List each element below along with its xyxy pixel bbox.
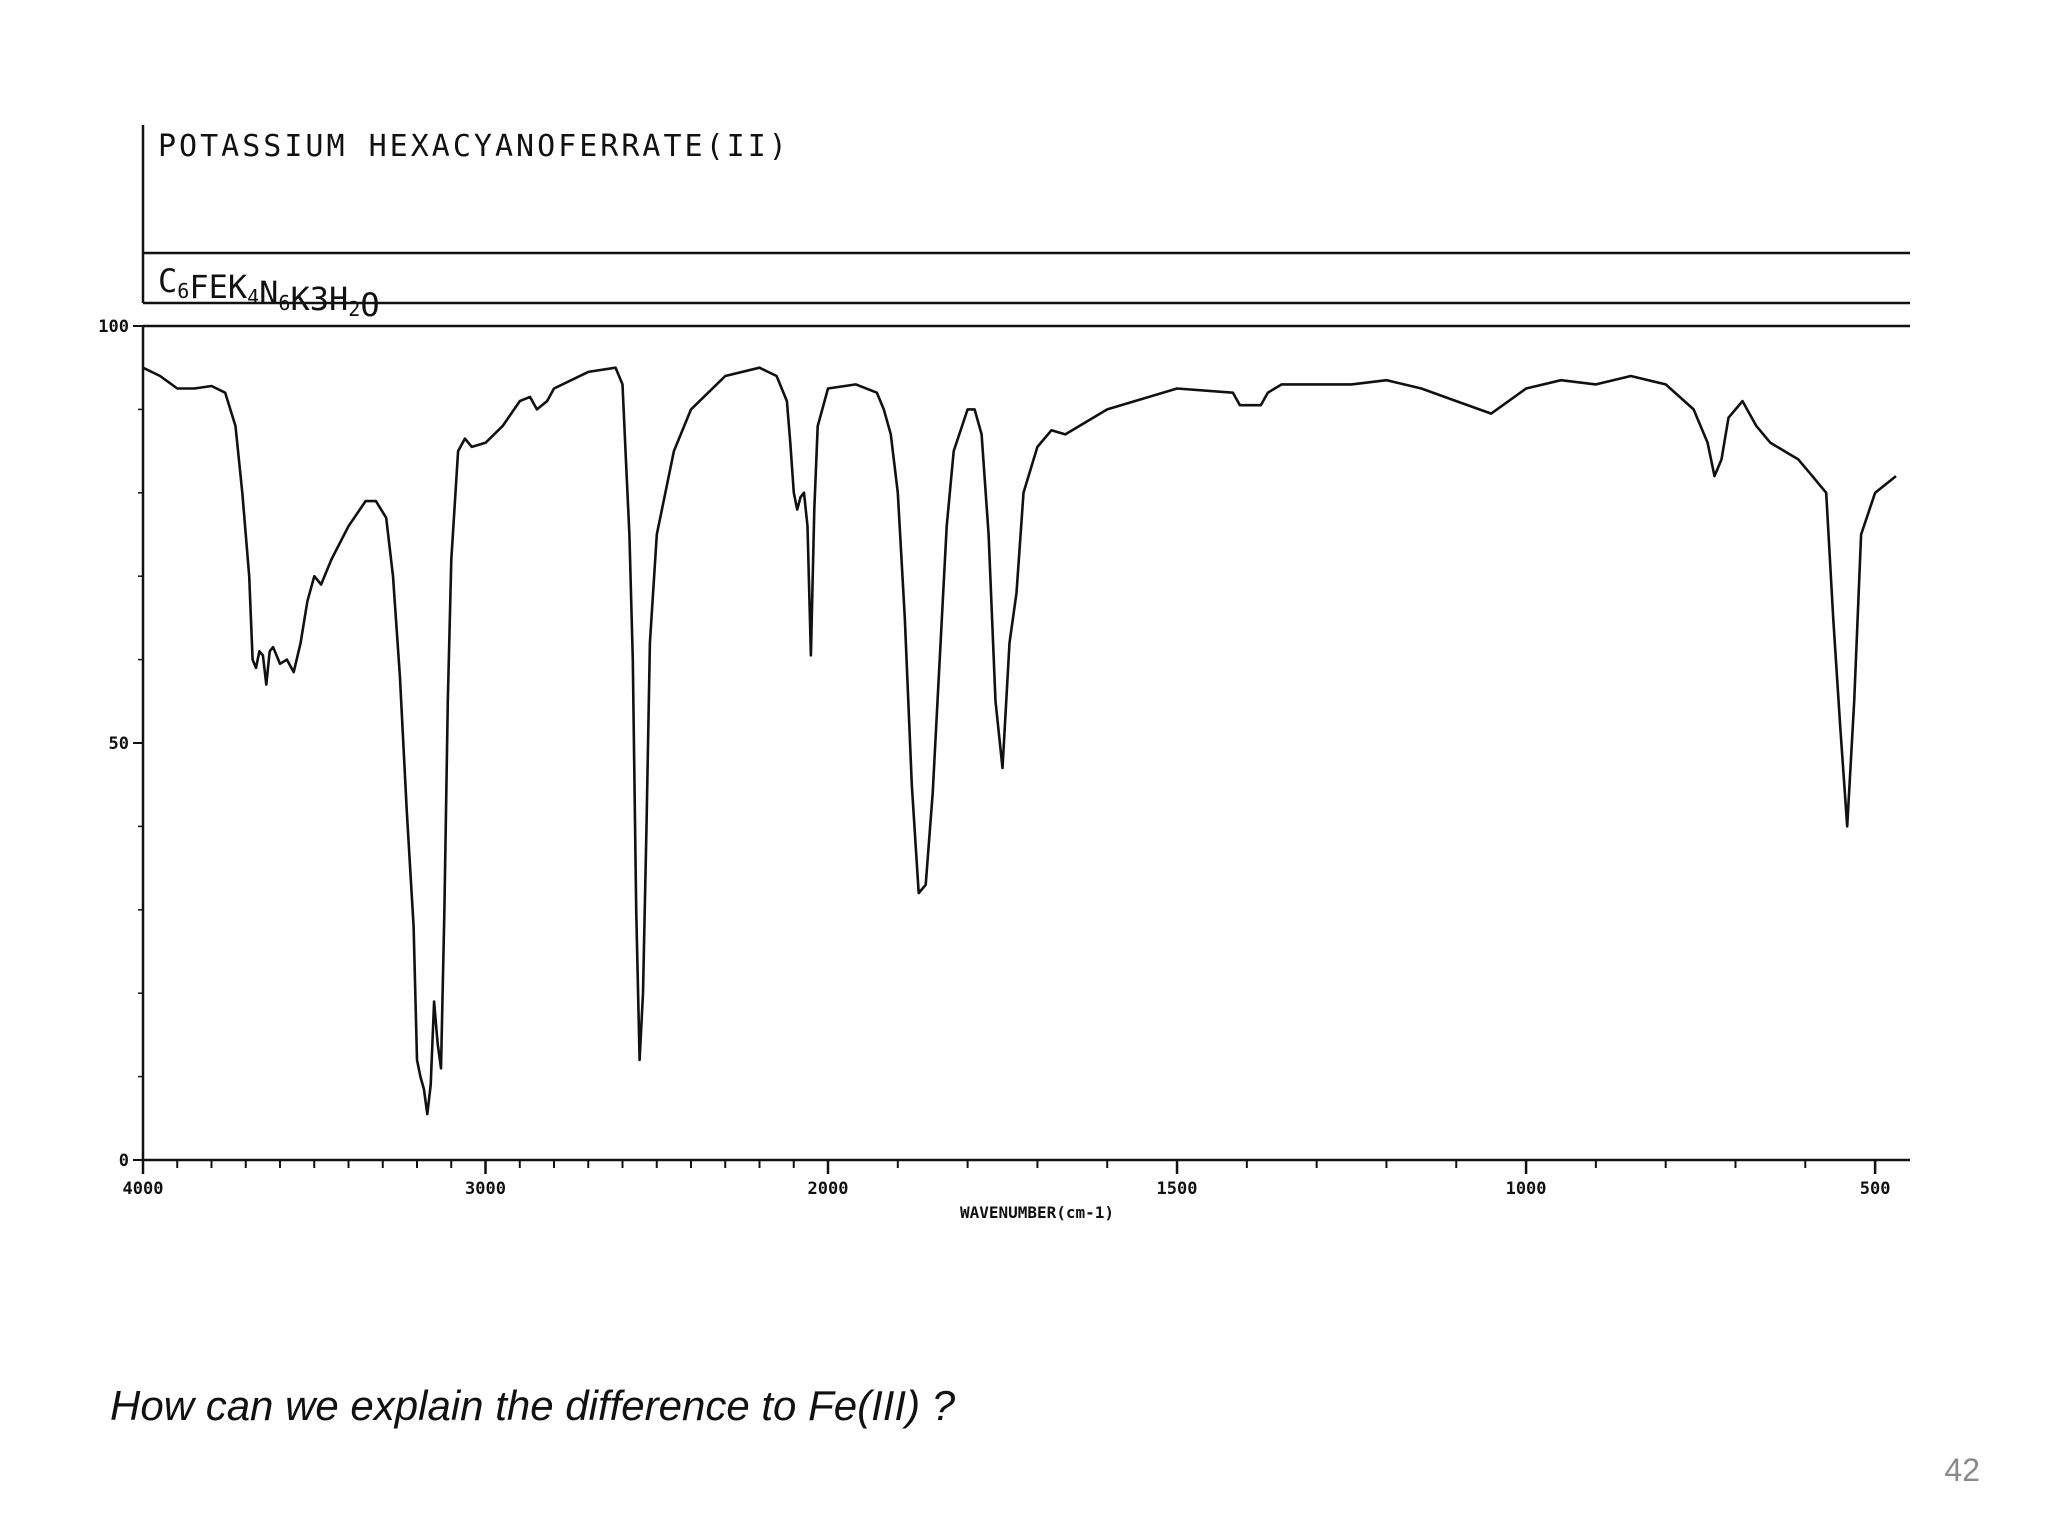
x-tick-label: 3000 [465, 1179, 506, 1199]
formula-element: O [360, 286, 379, 324]
x-axis-ticks: 4000 3000 2000 1500 1000 500 [123, 1160, 1891, 1199]
x-axis-title: WAVENUMBER(cm-1) [960, 1203, 1114, 1222]
question-text: How can we explain the difference to Fe(… [110, 1382, 956, 1429]
spectrum-series-line [142, 366, 1897, 1116]
y-tick-label: 50 [109, 734, 129, 754]
formula-subscript: 6 [278, 291, 290, 315]
compound-name: POTASSIUM HEXACYANOFERRATE(II) [158, 129, 790, 164]
x-tick-label: 1500 [1157, 1179, 1198, 1199]
formula-element: FEK [189, 268, 248, 306]
x-tick-label: 500 [1860, 1179, 1891, 1199]
y-tick-label: 0 [119, 1151, 129, 1171]
x-tick-label: 2000 [808, 1179, 849, 1199]
formula-element: K3H [290, 280, 348, 318]
page-number: 42 [1944, 1452, 1980, 1488]
formula-subscript: 6 [177, 279, 189, 303]
molecular-formula: C6FEK4N6K3H2O [158, 262, 380, 324]
formula-subscript: 2 [348, 297, 360, 321]
y-tick-label: 100 [98, 317, 129, 337]
formula-subscript: 4 [247, 285, 259, 309]
formula-element: N [259, 274, 278, 312]
x-tick-label: 4000 [123, 1179, 164, 1199]
y-axis-ticks: 0 50 100 [98, 317, 143, 1171]
x-tick-label: 1000 [1506, 1179, 1547, 1199]
formula-element: C [158, 262, 177, 300]
